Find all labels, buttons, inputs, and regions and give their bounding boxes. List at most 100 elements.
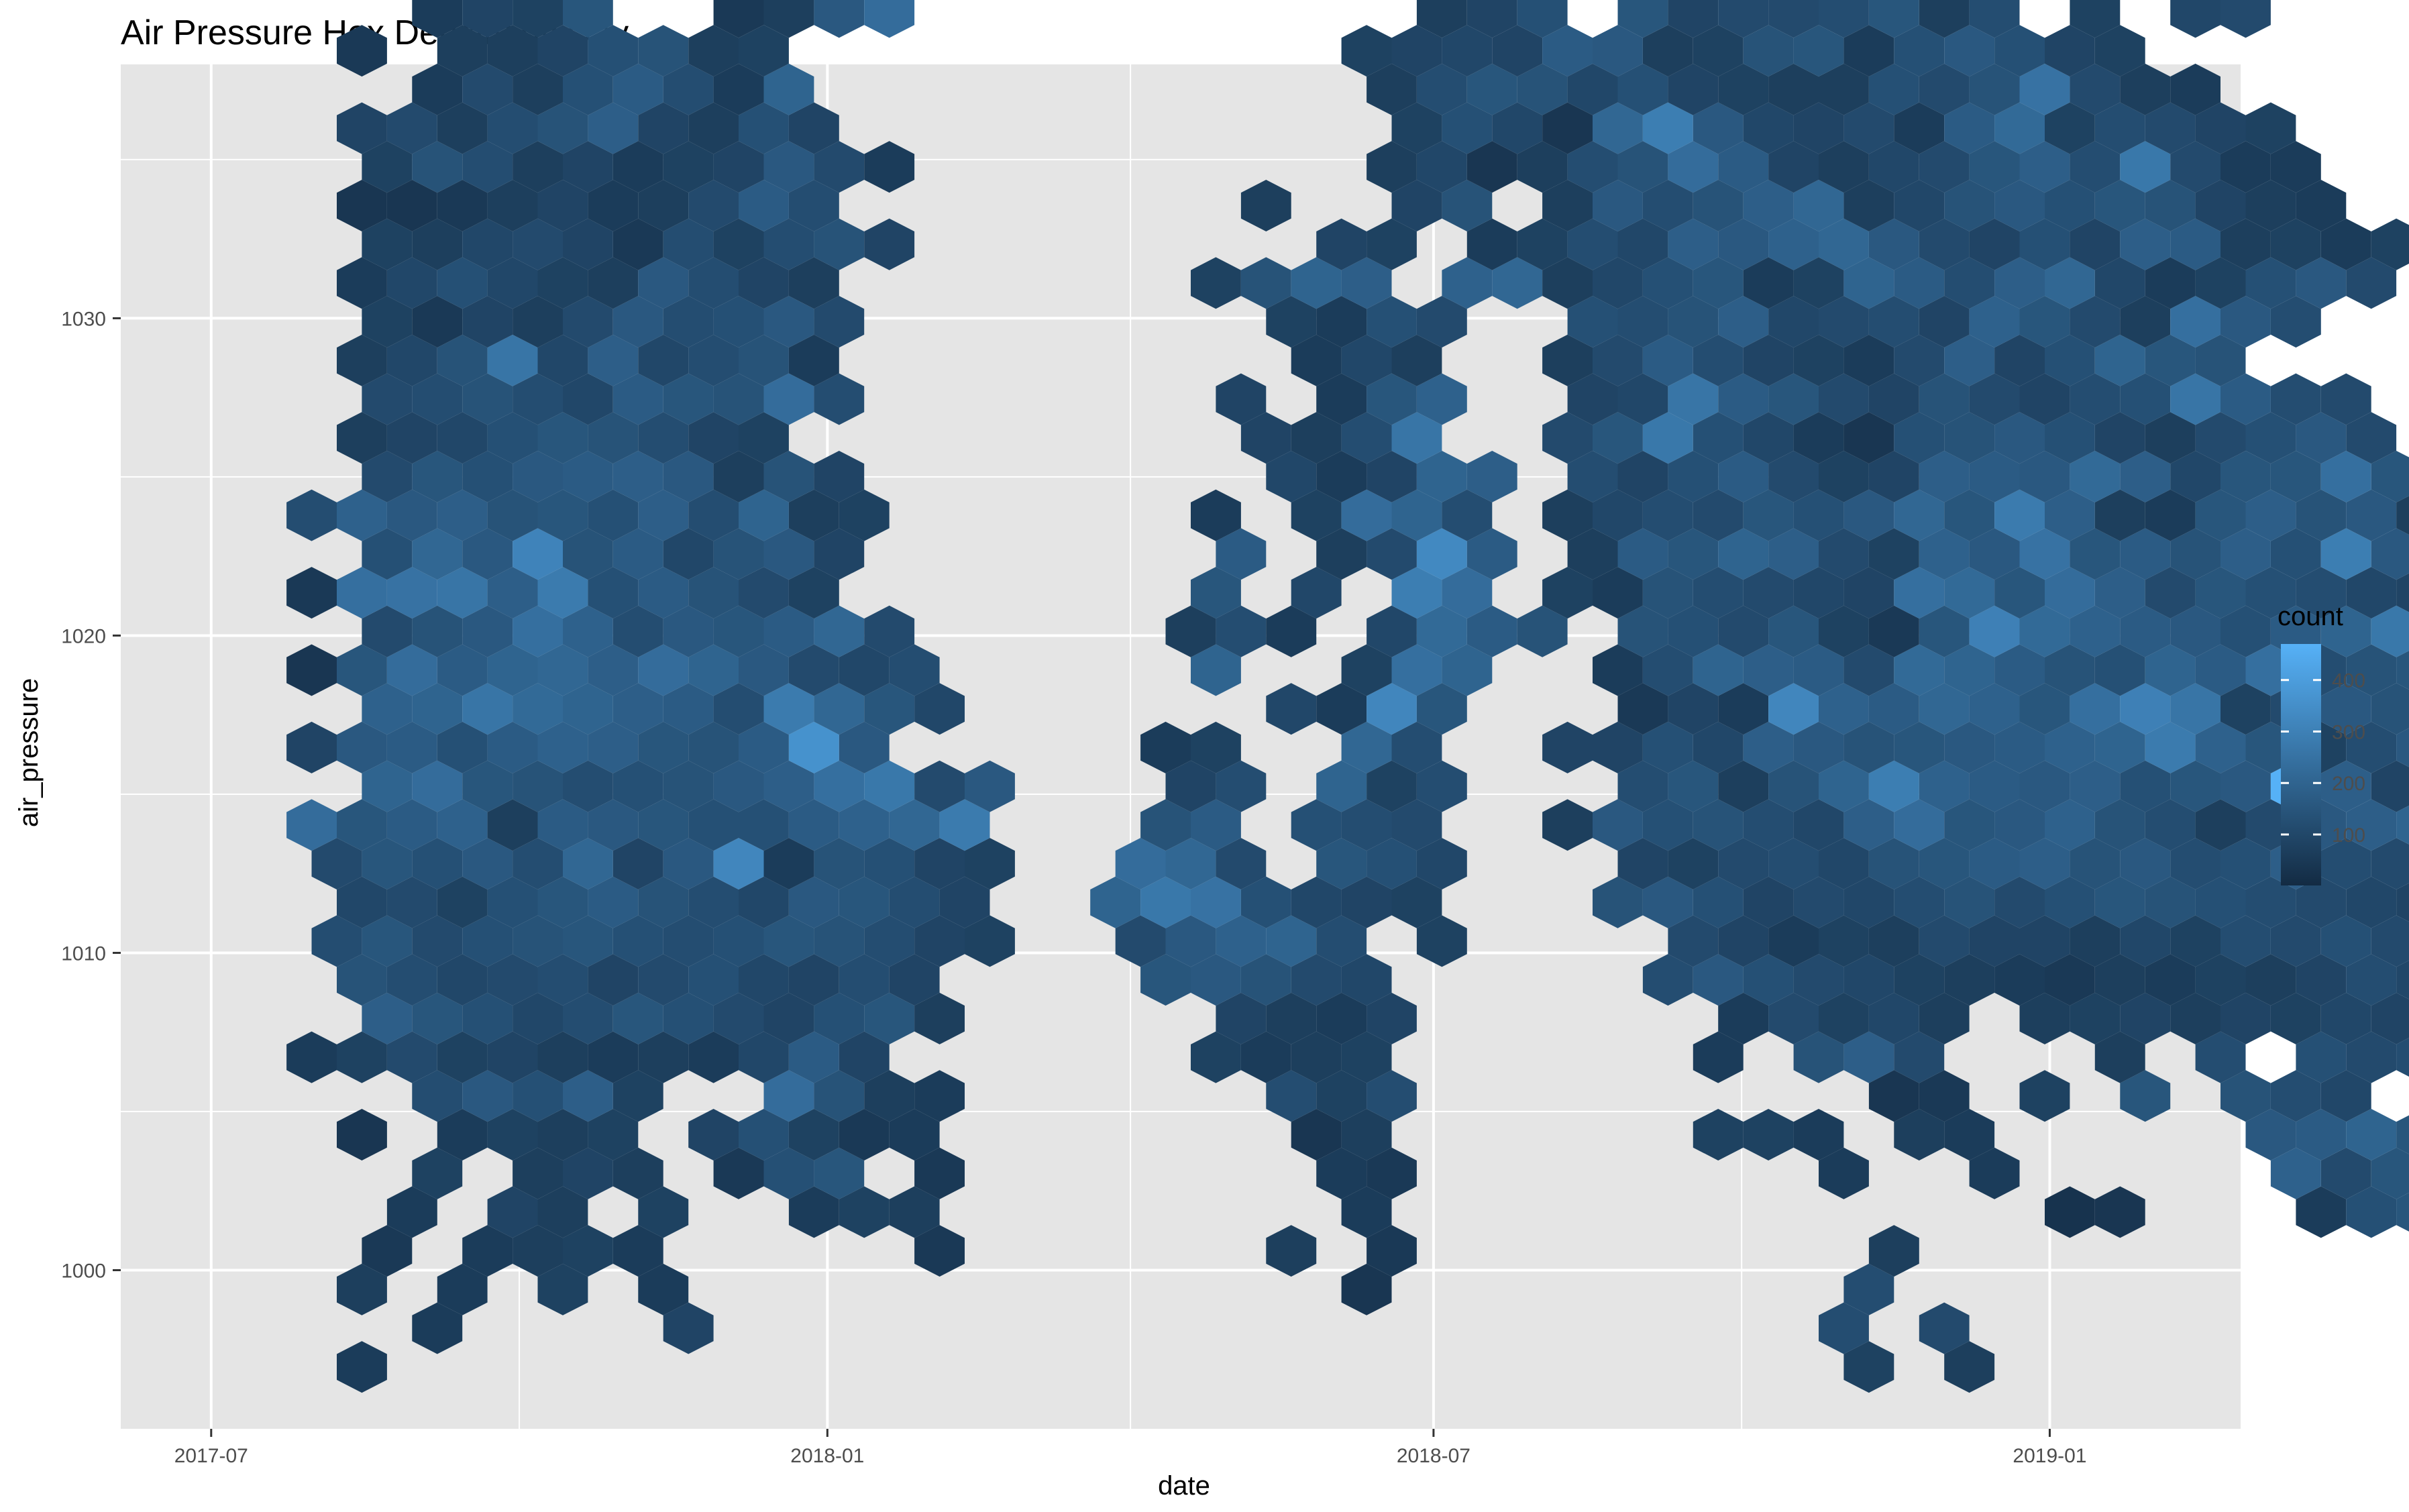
- hex-bin: [1819, 760, 1869, 812]
- hex-bin: [839, 799, 890, 851]
- hex-bin: [2094, 334, 2145, 386]
- hex-bin: [2296, 567, 2347, 619]
- hex-bin: [1743, 721, 1794, 773]
- hex-bin: [386, 489, 437, 541]
- hex-bin: [1868, 218, 1919, 270]
- hex-bin: [612, 992, 663, 1044]
- hex-bin: [1768, 605, 1819, 657]
- hex-bin: [1768, 683, 1819, 735]
- hex-bin: [1768, 141, 1819, 193]
- hex-bin: [1567, 451, 1618, 502]
- hex-bin: [1442, 102, 1493, 154]
- hex-bin: [1693, 412, 1744, 464]
- hex-bin: [612, 296, 663, 348]
- hex-bin: [588, 489, 639, 541]
- hex-bin: [487, 102, 538, 154]
- hex-bin: [1819, 1302, 1869, 1354]
- hex-bin: [1466, 605, 1517, 657]
- hex-bin: [2245, 180, 2296, 231]
- hex-bin: [1668, 528, 1719, 580]
- hex-bin: [2170, 296, 2220, 348]
- hex-bin: [1191, 721, 1241, 773]
- hex-bin: [1743, 180, 1794, 231]
- hex-bin: [1642, 567, 1693, 619]
- hex-bin: [362, 915, 413, 967]
- hex-bin: [588, 567, 639, 619]
- hex-bin: [1743, 799, 1794, 851]
- hex-bin: [1693, 102, 1744, 154]
- hex-bin: [2195, 489, 2246, 541]
- hex-bin: [1969, 838, 2020, 889]
- hex-bin: [2220, 1070, 2271, 1122]
- hex-bin: [412, 451, 463, 502]
- hex-bin: [1969, 373, 2020, 425]
- hex-bin: [337, 489, 387, 541]
- hex-bin: [412, 683, 463, 735]
- hex-bin: [2320, 373, 2371, 425]
- hex-bin: [788, 1186, 839, 1238]
- hex-bin: [713, 838, 764, 889]
- hex-bin: [1919, 528, 1970, 580]
- hex-bin: [1115, 838, 1166, 889]
- hex-bin: [788, 567, 839, 619]
- hex-bin: [1442, 489, 1493, 541]
- hex-bin: [337, 799, 387, 851]
- hex-bin: [1919, 0, 1970, 38]
- hex-bin: [1793, 799, 1844, 851]
- hex-bin: [1894, 489, 1945, 541]
- hex-bin: [2045, 102, 2095, 154]
- hex-bin: [2195, 721, 2246, 773]
- hex-bin: [412, 1147, 463, 1199]
- hex-bin: [362, 992, 413, 1044]
- hex-bin: [1617, 683, 1668, 735]
- hex-bin: [2070, 141, 2121, 193]
- hex-bin: [1819, 1147, 1869, 1199]
- hex-bin: [2270, 451, 2321, 502]
- hex-bin: [437, 644, 488, 696]
- hex-bin: [1994, 954, 2045, 1006]
- hex-bin: [412, 528, 463, 580]
- hex-bin: [2320, 760, 2371, 812]
- hex-bin: [914, 683, 965, 735]
- hex-bin: [763, 760, 814, 812]
- hex-bin: [814, 373, 865, 425]
- hex-bin: [1391, 334, 1442, 386]
- hex-bin: [1593, 799, 1643, 851]
- hex-bin: [1868, 296, 1919, 348]
- hex-bin: [1919, 605, 1970, 657]
- hex-bin: [1416, 760, 1467, 812]
- hex-bin: [386, 954, 437, 1006]
- hex-bin: [1593, 412, 1643, 464]
- hex-bin: [1341, 1263, 1392, 1315]
- hex-bin: [839, 876, 890, 928]
- hex-bin: [2120, 915, 2171, 967]
- hex-bin: [688, 489, 739, 541]
- hex-bin: [1391, 876, 1442, 928]
- hex-bin: [2346, 1031, 2397, 1083]
- hex-bin: [763, 528, 814, 580]
- hex-bin: [814, 451, 865, 502]
- hex-bin: [638, 954, 689, 1006]
- hex-bin: [763, 915, 814, 967]
- hex-bin: [1341, 644, 1392, 696]
- hex-bin: [487, 1031, 538, 1083]
- hex-bin: [1466, 141, 1517, 193]
- hex-bin: [2019, 760, 2070, 812]
- hex-bin: [1140, 954, 1191, 1006]
- hex-bin: [1819, 605, 1869, 657]
- hex-bin: [1642, 102, 1693, 154]
- hex-bin: [513, 1070, 563, 1122]
- hex-bin: [487, 25, 538, 77]
- hex-bin: [1919, 1302, 1970, 1354]
- hex-bin: [2045, 567, 2095, 619]
- hex-bin: [487, 257, 538, 309]
- hex-bin: [2195, 257, 2246, 309]
- hex-bin: [1642, 876, 1693, 928]
- hex-bin: [663, 141, 714, 193]
- hex-bin: [513, 992, 563, 1044]
- hex-bin: [1090, 876, 1141, 928]
- hex-bin: [1140, 799, 1191, 851]
- hex-bin: [337, 412, 387, 464]
- hex-bin: [2371, 838, 2409, 889]
- hex-bin: [462, 605, 513, 657]
